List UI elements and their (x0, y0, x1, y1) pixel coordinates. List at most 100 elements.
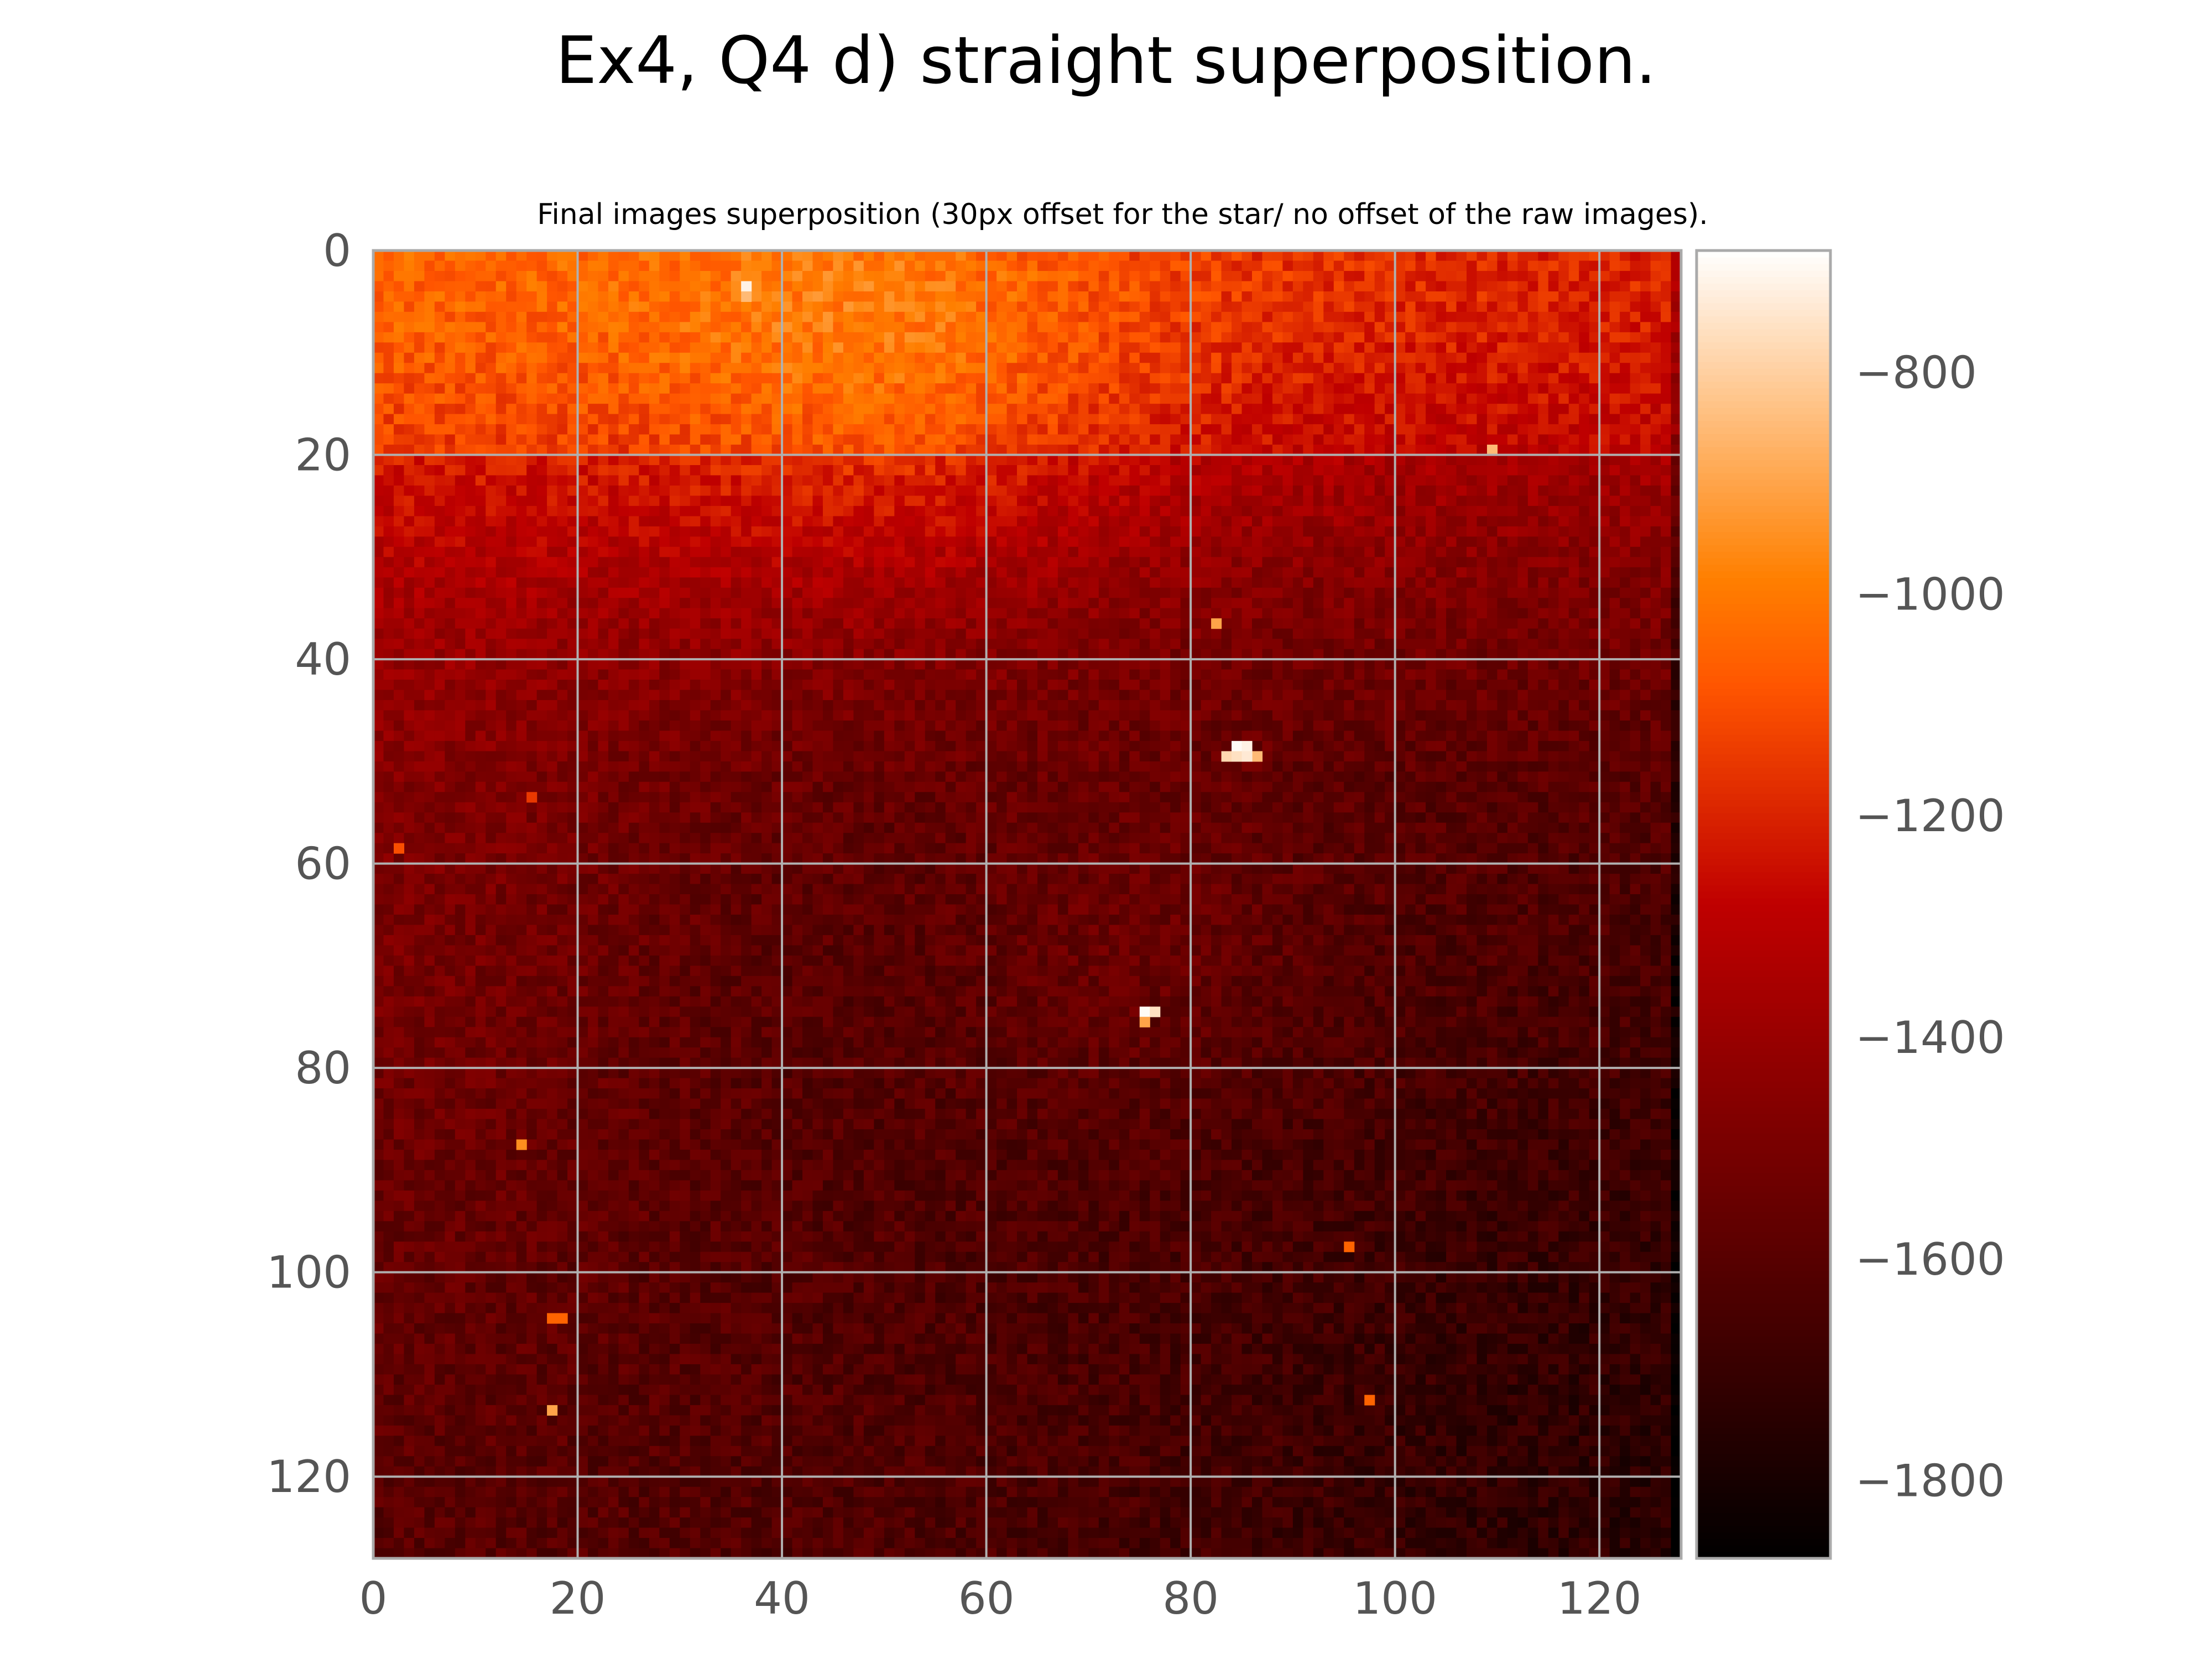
heatmap-cell (1057, 352, 1069, 363)
heatmap-cell (1579, 628, 1590, 639)
heatmap-cell (1374, 322, 1385, 333)
heatmap-cell (526, 557, 538, 568)
heatmap-cell (1456, 557, 1467, 568)
heatmap-cell (1589, 505, 1600, 517)
heatmap-cell (956, 628, 967, 639)
heatmap-cell (383, 404, 394, 415)
heatmap-cell (434, 516, 445, 527)
heatmap-cell (884, 332, 895, 343)
heatmap-cell (445, 281, 456, 292)
heatmap-cell (393, 352, 405, 363)
heatmap-cell (1344, 495, 1355, 507)
heatmap-cell (792, 598, 803, 609)
heatmap-cell (577, 516, 588, 527)
heatmap-cell (383, 485, 394, 497)
heatmap-cell (1466, 587, 1478, 598)
heatmap-cell (1415, 536, 1426, 547)
heatmap-cell (1497, 526, 1508, 537)
heatmap-cell (1507, 251, 1518, 262)
heatmap-cell (956, 475, 967, 486)
heatmap-cell (986, 434, 997, 445)
heatmap-cell (536, 322, 547, 333)
heatmap-cell (506, 536, 517, 547)
heatmap-cell (771, 618, 782, 629)
heatmap-cell (1088, 598, 1099, 609)
heatmap-cell (1139, 516, 1150, 527)
heatmap-cell (1221, 505, 1232, 517)
heatmap-cell (1405, 598, 1416, 609)
heatmap-cell (710, 445, 721, 456)
heatmap-cell (690, 251, 701, 262)
heatmap-cell (1232, 526, 1243, 537)
heatmap-cell (721, 332, 732, 343)
heatmap-cell (1579, 557, 1590, 568)
heatmap-cell (639, 260, 650, 272)
heatmap-cell (1078, 618, 1089, 629)
heatmap-cell (1292, 557, 1303, 568)
heatmap-cell (1630, 485, 1641, 497)
heatmap-cell (383, 414, 394, 425)
heatmap-cell (1006, 618, 1018, 629)
heatmap-cell (1568, 475, 1579, 486)
heatmap-cell (608, 526, 619, 537)
heatmap-cell (1232, 536, 1243, 547)
heatmap-cell (986, 475, 997, 486)
heatmap-cell (1272, 301, 1284, 312)
heatmap-cell (1191, 270, 1202, 282)
heatmap-cell (393, 577, 405, 588)
heatmap-cell (1119, 567, 1130, 578)
heatmap-cell (1364, 526, 1375, 537)
heatmap-cell (455, 383, 466, 394)
heatmap-cell (1221, 557, 1232, 568)
heatmap-cell (1251, 291, 1263, 302)
heatmap-cell (547, 322, 558, 333)
heatmap-cell (1211, 577, 1222, 588)
heatmap-cell (547, 526, 558, 537)
heatmap-cell (1650, 505, 1661, 517)
heatmap-cell (557, 557, 568, 568)
heatmap-cell (1446, 445, 1457, 456)
heatmap-cell (771, 270, 782, 282)
heatmap-cell (1201, 587, 1212, 598)
heatmap-cell (1507, 434, 1518, 445)
heatmap-cell (577, 628, 588, 639)
heatmap-cell (966, 342, 977, 353)
heatmap-cell (1006, 557, 1018, 568)
heatmap-cell (1160, 495, 1171, 507)
heatmap-cell (577, 557, 588, 568)
heatmap-cell (1191, 363, 1202, 374)
heatmap-cell (1088, 260, 1099, 272)
heatmap-cell (649, 270, 660, 282)
heatmap-cell (700, 322, 711, 333)
heatmap-cell (1436, 342, 1447, 353)
heatmap-cell (1507, 628, 1518, 639)
heatmap-cell (1006, 485, 1018, 497)
heatmap-cell (639, 322, 650, 333)
heatmap-cell (1282, 485, 1293, 497)
heatmap-cell (1109, 393, 1120, 404)
heatmap-cell (547, 311, 558, 322)
heatmap-cell (536, 628, 547, 639)
heatmap-cell (1630, 270, 1641, 282)
heatmap-cell (577, 505, 588, 517)
heatmap-cell (1548, 618, 1559, 629)
heatmap-cell (588, 475, 599, 486)
heatmap-cell (1344, 260, 1355, 272)
heatmap-cell (649, 628, 660, 639)
heatmap-cell (547, 251, 558, 262)
heatmap-cell (700, 577, 711, 588)
heatmap-cell (628, 577, 639, 588)
heatmap-cell (1507, 332, 1518, 343)
heatmap-cell (1497, 639, 1508, 650)
heatmap-cell (1211, 455, 1222, 466)
heatmap-cell (1395, 270, 1406, 282)
heatmap-cell (1385, 342, 1396, 353)
heatmap-cell (475, 485, 486, 497)
heatmap-cell (1232, 516, 1243, 527)
heatmap-cell (904, 342, 915, 353)
heatmap-cell (618, 311, 629, 322)
heatmap-cell (915, 567, 926, 578)
heatmap-cell (1078, 505, 1089, 517)
heatmap-cell (935, 536, 946, 547)
heatmap-cell (1599, 383, 1610, 394)
